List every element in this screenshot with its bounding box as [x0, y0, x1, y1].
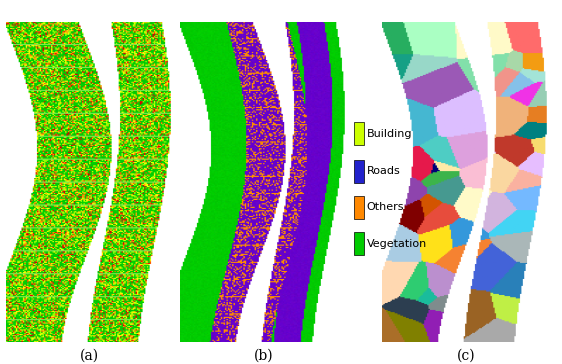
Text: Vegetation: Vegetation [366, 238, 427, 249]
FancyBboxPatch shape [354, 122, 364, 145]
FancyBboxPatch shape [354, 196, 364, 219]
Text: (c): (c) [457, 349, 476, 363]
Text: (b): (b) [255, 349, 274, 363]
FancyBboxPatch shape [354, 232, 364, 255]
FancyBboxPatch shape [354, 160, 364, 183]
Text: Roads: Roads [366, 166, 401, 177]
Text: (a): (a) [80, 349, 99, 363]
Text: Others: Others [366, 202, 404, 213]
Text: Building: Building [366, 129, 412, 139]
